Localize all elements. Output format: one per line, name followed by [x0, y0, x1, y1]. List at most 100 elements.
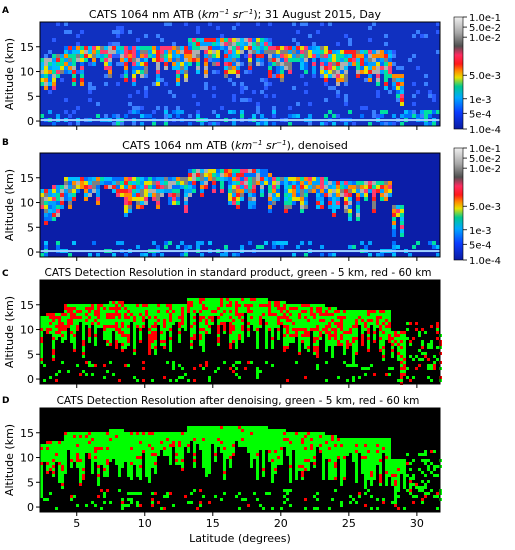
detection-cell	[304, 465, 307, 468]
heatmap-cell	[332, 114, 336, 118]
detection-cell	[277, 438, 280, 441]
detection-cell	[373, 477, 376, 480]
detection-cell	[97, 480, 100, 483]
heatmap-cell	[136, 245, 140, 249]
heatmap-cell	[360, 181, 364, 185]
heatmap-cell	[412, 82, 416, 86]
detection-cell	[67, 447, 70, 450]
detection-cell	[352, 340, 355, 343]
heatmap-cell	[144, 54, 148, 58]
detection-cell	[154, 468, 157, 471]
heatmap-cell	[288, 205, 292, 209]
detection-cell	[400, 459, 403, 462]
detection-cell	[349, 331, 352, 334]
heatmap-cell	[132, 58, 136, 62]
detection-cell	[232, 313, 235, 316]
heatmap-cell	[332, 70, 336, 74]
detection-cell	[310, 328, 313, 331]
detection-cell	[379, 462, 382, 465]
detection-cell	[190, 298, 193, 301]
heatmap-cell	[56, 213, 60, 217]
detection-cell	[220, 447, 223, 450]
detection-cell	[343, 340, 346, 343]
detection-cell	[334, 322, 337, 325]
heatmap-cell	[116, 82, 120, 86]
detection-cell	[367, 489, 370, 492]
detection-cell	[139, 444, 142, 447]
detection-cell	[106, 370, 109, 373]
detection-cell	[208, 444, 211, 447]
heatmap-cell	[288, 62, 292, 66]
heatmap-cell	[116, 185, 120, 189]
heatmap-cell	[380, 70, 384, 74]
detection-cell	[121, 465, 124, 468]
detection-cell	[427, 480, 430, 483]
detection-cell	[154, 334, 157, 337]
detection-cell	[325, 456, 328, 459]
detection-cell	[202, 304, 205, 307]
detection-cell	[226, 435, 229, 438]
detection-cell	[193, 432, 196, 435]
heatmap-cell	[284, 46, 288, 50]
heatmap-cell	[144, 74, 148, 78]
heatmap-cell	[160, 189, 164, 193]
detection-cell	[304, 450, 307, 453]
detection-cell	[40, 483, 43, 486]
panel-letter: C	[2, 269, 9, 279]
detection-cell	[352, 334, 355, 337]
detection-cell	[160, 441, 163, 444]
heatmap-cell	[116, 62, 120, 66]
detection-cell	[190, 343, 193, 346]
heatmap-cell	[120, 58, 124, 62]
heatmap-cell	[332, 66, 336, 70]
detection-cell	[106, 456, 109, 459]
detection-cell	[433, 355, 436, 358]
detection-cell	[304, 337, 307, 340]
detection-cell	[109, 316, 112, 319]
detection-cell	[103, 319, 106, 322]
detection-cell	[394, 495, 397, 498]
heatmap-cell	[224, 62, 228, 66]
detection-cell	[256, 325, 259, 328]
detection-cell	[133, 453, 136, 456]
detection-cell	[277, 435, 280, 438]
detection-cell	[58, 328, 61, 331]
detection-cell	[376, 444, 379, 447]
detection-cell	[274, 447, 277, 450]
detection-cell	[295, 477, 298, 480]
detection-cell	[379, 480, 382, 483]
detection-cell	[340, 483, 343, 486]
detection-cell	[388, 319, 391, 322]
heatmap-cell	[244, 38, 248, 42]
detection-cell	[64, 319, 67, 322]
detection-cell	[364, 477, 367, 480]
detection-cell	[415, 328, 418, 331]
detection-cell	[142, 441, 145, 444]
detection-cell	[55, 331, 58, 334]
heatmap-cell	[140, 70, 144, 74]
detection-cell	[343, 346, 346, 349]
heatmap-cell	[40, 70, 44, 74]
detection-cell	[241, 340, 244, 343]
detection-cell	[217, 328, 220, 331]
heatmap-cell	[300, 241, 304, 245]
detection-cell	[259, 319, 262, 322]
detection-cell	[301, 334, 304, 337]
heatmap-cell	[196, 62, 200, 66]
detection-cell	[217, 426, 220, 429]
detection-cell	[394, 462, 397, 465]
detection-cell	[193, 301, 196, 304]
heatmap-cell	[252, 185, 256, 189]
heatmap-cell	[164, 114, 168, 118]
heatmap-cell	[248, 185, 252, 189]
detection-cell	[385, 328, 388, 331]
heatmap-cell	[80, 74, 84, 78]
detection-cell	[334, 438, 337, 441]
detection-cell	[91, 441, 94, 444]
detection-cell	[130, 477, 133, 480]
detection-cell	[172, 322, 175, 325]
detection-cell	[73, 349, 76, 352]
detection-cell	[295, 319, 298, 322]
detection-cell	[121, 325, 124, 328]
heatmap-cell	[256, 173, 260, 177]
